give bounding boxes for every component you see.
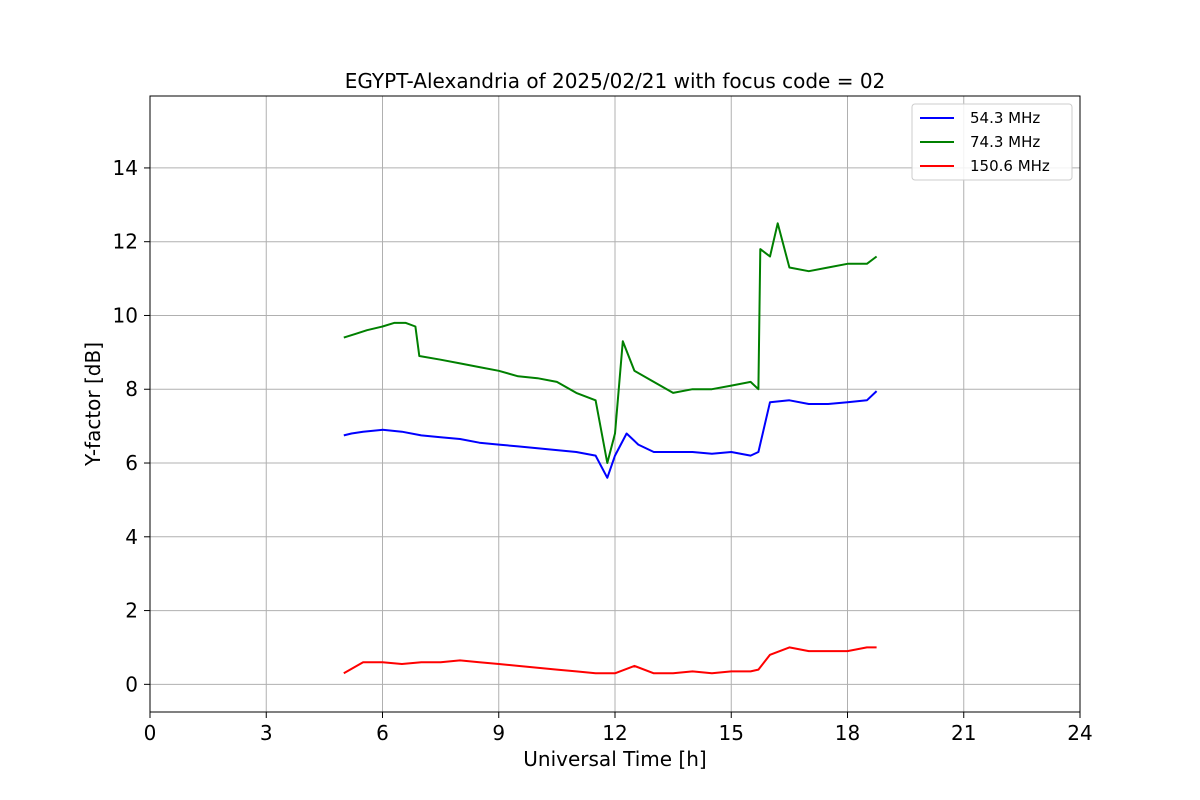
x-tick-label: 9 (492, 721, 505, 745)
x-tick-label: 21 (951, 721, 976, 745)
x-tick-label: 18 (835, 721, 860, 745)
y-tick-label: 14 (113, 156, 138, 180)
y-tick-label: 2 (125, 599, 138, 623)
y-tick-label: 8 (125, 377, 138, 401)
x-tick-label: 3 (260, 721, 273, 745)
x-tick-label: 6 (376, 721, 389, 745)
x-tick-label: 12 (602, 721, 627, 745)
y-tick-label: 4 (125, 525, 138, 549)
legend-box (911, 103, 1073, 181)
y-tick-label: 0 (125, 672, 138, 696)
y-tick-label: 10 (113, 303, 138, 327)
y-tick-label: 6 (125, 451, 138, 475)
x-tick-label: 0 (144, 721, 157, 745)
legend-label: 54.3 MHz (970, 109, 1040, 127)
series-line (343, 390, 878, 479)
x-tick-label: 24 (1067, 721, 1092, 745)
chart-title: EGYPT-Alexandria of 2025/02/21 with focu… (345, 69, 886, 93)
x-axis-label: Universal Time [h] (523, 747, 706, 771)
series-layer (343, 222, 878, 675)
legend: 54.3 MHz 74.3 MHz 150.6 MHz (911, 103, 1073, 181)
series-line (343, 646, 877, 675)
series-line (343, 222, 878, 464)
x-tick-label: 15 (719, 721, 744, 745)
legend-label: 74.3 MHz (970, 133, 1040, 151)
y-axis-label: Y-factor [dB] (81, 342, 105, 467)
legend-label: 150.6 MHz (970, 157, 1050, 175)
y-tick-label: 12 (113, 230, 138, 254)
